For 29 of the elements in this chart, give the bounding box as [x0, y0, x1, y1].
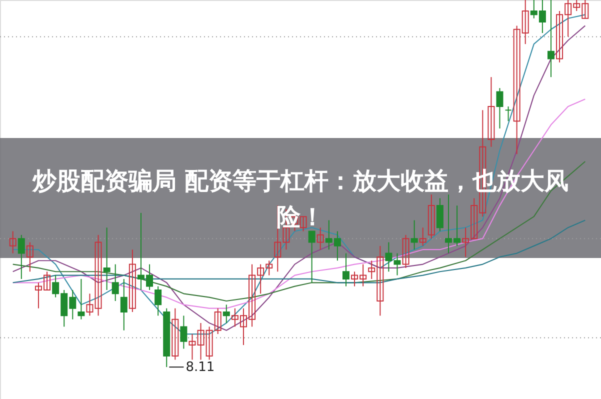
- candlestick: [94, 234, 102, 316]
- candlestick: [26, 242, 34, 272]
- candlestick: [86, 293, 94, 316]
- candlestick: [488, 76, 495, 148]
- candlestick: [547, 0, 554, 78]
- candlestick: [300, 216, 307, 232]
- candlestick: [316, 227, 324, 250]
- candlestick: [154, 286, 162, 316]
- candlestick: [78, 278, 85, 320]
- annotation: 8.11: [186, 360, 215, 376]
- candlestick: [128, 249, 136, 313]
- candlestick: [342, 252, 350, 287]
- candlestick: [504, 106, 512, 122]
- candlestick: [103, 227, 110, 290]
- candlestick: [419, 227, 426, 246]
- candlestick: [172, 308, 179, 360]
- candlestick: [428, 194, 435, 240]
- candlestick: [112, 264, 119, 302]
- candlestick: [402, 234, 410, 268]
- candlestick: [222, 304, 230, 324]
- candlestick: [496, 88, 504, 129]
- candlestick: [9, 230, 16, 254]
- candlestick: [180, 315, 188, 350]
- candlestick: [308, 230, 316, 284]
- candlestick: [18, 234, 25, 280]
- candlestick: [436, 198, 444, 232]
- candlestick: [120, 278, 128, 331]
- candlestick: [188, 334, 196, 360]
- candlestick: [410, 220, 418, 250]
